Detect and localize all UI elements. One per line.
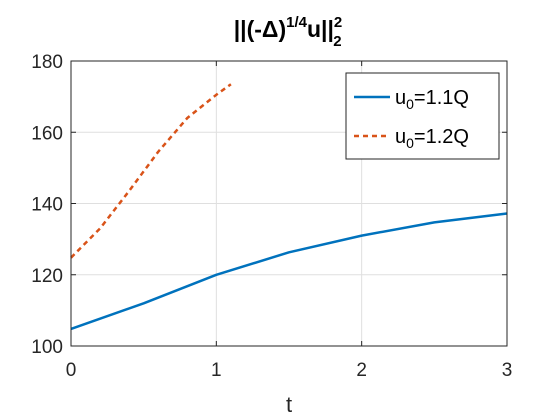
legend-entry-series-2: u0=1.2Q [395, 126, 469, 151]
y-tick-label: 100 [31, 337, 63, 358]
y-tick-label: 160 [31, 123, 63, 144]
x-axis-label: t [286, 392, 292, 417]
y-tick-label: 180 [31, 52, 63, 73]
x-tick-label: 2 [356, 360, 367, 381]
legend-box [345, 72, 500, 160]
series-group [70, 83, 508, 331]
x-tick-label: 1 [211, 360, 222, 381]
series-line-1 [70, 212, 508, 331]
x-tick-label: 3 [502, 360, 513, 381]
legend-entry-series-1: u0=1.1Q [395, 87, 469, 112]
series-line-2 [70, 83, 232, 259]
y-tick-label: 140 [31, 195, 63, 216]
chart-title: ||(-Δ)1/4u||2 2 [234, 14, 343, 50]
legend: u0=1.1Q u0=1.2Q [345, 72, 500, 160]
y-tick-label: 120 [31, 266, 63, 287]
axis-ticks: 0 1 2 3 100 120 140 160 180 [31, 52, 512, 381]
x-tick-label: 0 [66, 360, 77, 381]
